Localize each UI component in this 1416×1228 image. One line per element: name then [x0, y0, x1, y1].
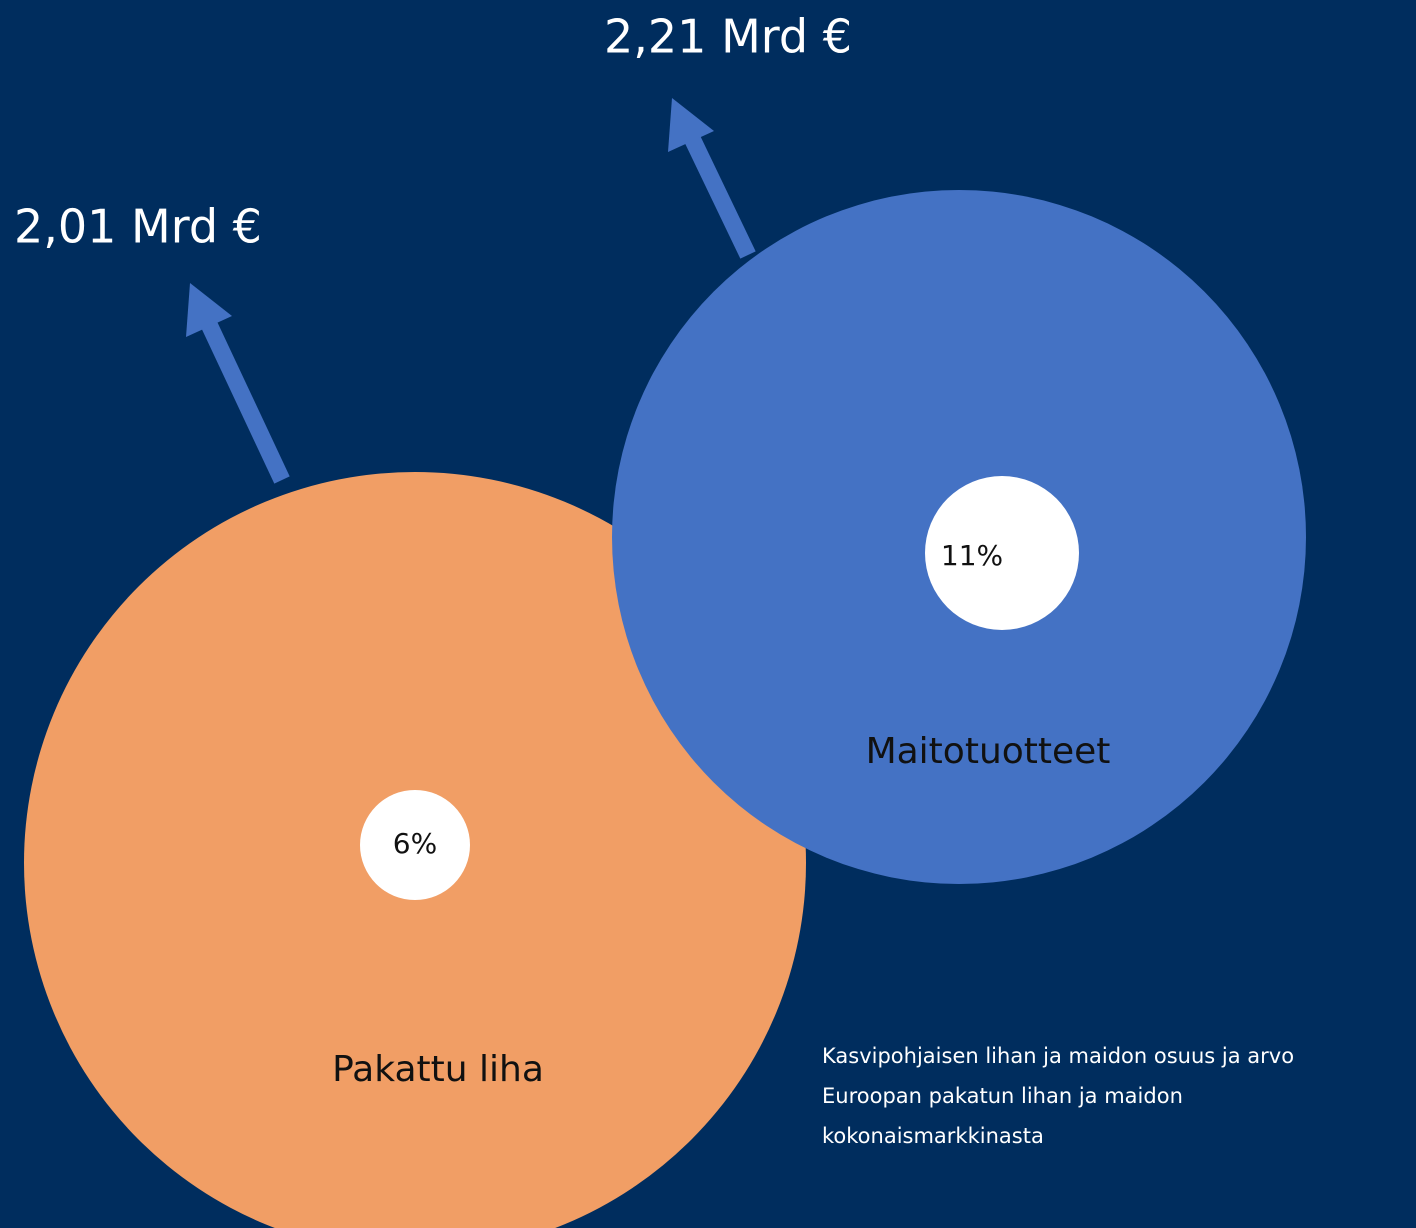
caption-line: Euroopan pakatun lihan ja maidon — [822, 1084, 1183, 1108]
share-label: 6% — [393, 827, 437, 860]
arrow-head — [186, 283, 232, 337]
caption-line: Kasvipohjaisen lihan ja maidon osuus ja … — [822, 1044, 1294, 1068]
share-circle — [360, 790, 470, 900]
arrow-shaft — [680, 126, 756, 259]
segment-name: Maitotuotteet — [866, 731, 1111, 772]
arrow-shaft — [198, 314, 290, 484]
arrow-head — [668, 98, 714, 152]
share-circle — [925, 476, 1079, 630]
value-label: 2,21 Mrd € — [604, 10, 852, 64]
segment-name: Pakattu liha — [332, 1049, 544, 1090]
value-label: 2,01 Mrd € — [14, 200, 262, 254]
caption-line: kokonaismarkkinasta — [822, 1124, 1044, 1148]
share-label: 11% — [941, 539, 1003, 572]
